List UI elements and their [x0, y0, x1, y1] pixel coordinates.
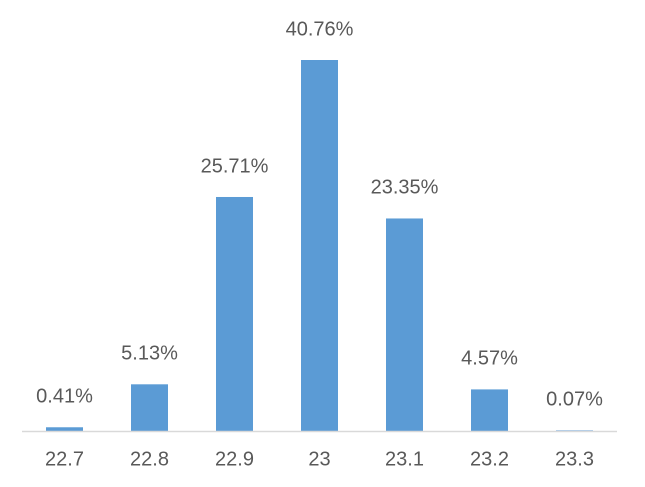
x-tick-label: 22.7 [45, 448, 84, 470]
bar [386, 218, 423, 431]
data-label: 0.07% [546, 389, 603, 411]
bar [46, 427, 83, 431]
x-tick-label: 22.9 [215, 448, 254, 470]
bar [556, 430, 593, 431]
data-label: 4.57% [461, 348, 518, 370]
x-tick-label: 23.2 [470, 448, 509, 470]
x-tick-label: 23 [308, 448, 330, 470]
bar [131, 384, 168, 431]
data-label: 0.41% [36, 386, 93, 408]
data-label: 23.35% [371, 177, 439, 199]
data-label: 25.71% [201, 155, 269, 177]
data-label: 5.13% [121, 343, 178, 365]
bar [301, 60, 338, 431]
x-tick-label: 23.1 [385, 448, 424, 470]
x-tick-label: 23.3 [555, 448, 594, 470]
bar [216, 196, 253, 431]
data-label: 40.76% [286, 18, 354, 40]
bar [471, 389, 508, 431]
x-tick-label: 22.8 [130, 448, 169, 470]
